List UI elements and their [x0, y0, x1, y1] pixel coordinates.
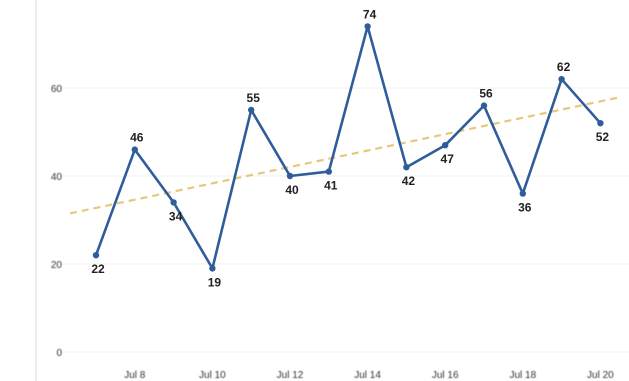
trend-line: [69, 95, 623, 215]
data-label: 52: [596, 130, 610, 144]
data-label: 46: [130, 131, 144, 145]
data-point: [248, 106, 255, 114]
x-tick-label: Jul 16: [432, 370, 459, 381]
data-label: 47: [441, 152, 455, 166]
y-tick-label: 60: [51, 84, 63, 95]
data-label: 56: [479, 87, 493, 101]
data-label: 62: [557, 60, 571, 74]
data-point: [325, 168, 332, 175]
x-tick-label: Jul 8: [124, 370, 146, 381]
x-tick-label: Jul 20: [587, 370, 614, 381]
data-label: 22: [91, 262, 105, 276]
y-tick-label: 20: [51, 260, 63, 271]
x-tick-label: Jul 14: [354, 370, 381, 381]
data-point: [403, 164, 410, 171]
data-point: [209, 265, 216, 272]
data-label: 42: [402, 174, 416, 188]
data-point: [480, 102, 488, 109]
data-point: [597, 120, 604, 127]
data-point: [92, 252, 100, 259]
data-point: [170, 199, 177, 206]
data-label: 74: [363, 7, 377, 21]
y-tick-label: 40: [51, 172, 63, 183]
data-label: 34: [169, 209, 183, 223]
data-point: [131, 146, 138, 153]
data-label: 36: [518, 201, 532, 215]
data-point: [519, 190, 526, 197]
x-tick-label: Jul 12: [277, 370, 304, 381]
x-tick-label: Jul 10: [199, 370, 226, 381]
data-point: [364, 23, 371, 30]
data-label: 19: [208, 275, 222, 289]
data-label: 40: [285, 183, 299, 197]
series-line: [94, 25, 602, 270]
data-label: 41: [324, 179, 338, 193]
y-tick-label: 0: [56, 348, 62, 359]
data-point: [286, 172, 294, 180]
data-point: [442, 142, 449, 149]
data-point: [558, 76, 565, 83]
data-label: 55: [247, 91, 261, 105]
x-tick-label: Jul 18: [509, 370, 536, 381]
